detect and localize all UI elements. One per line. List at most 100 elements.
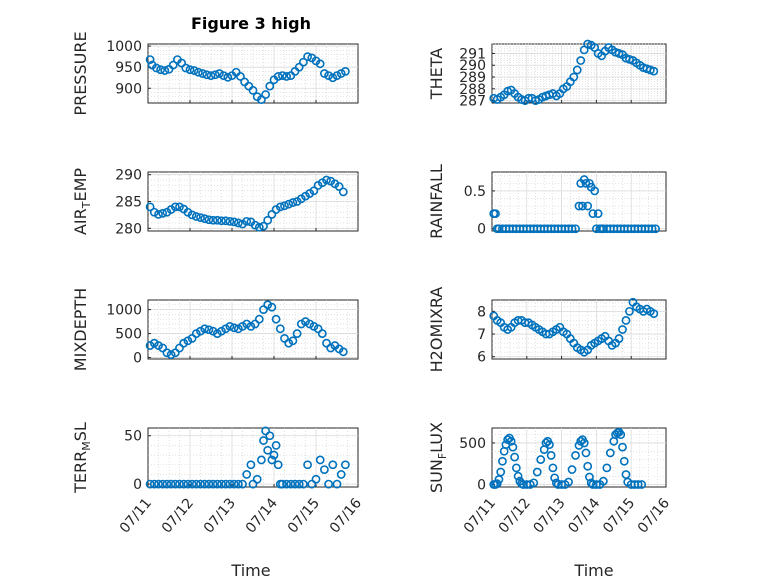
y-tick-label: 0 <box>477 478 486 494</box>
data-point <box>189 66 199 75</box>
data-point <box>651 224 660 234</box>
y-tick-label: 0 <box>133 477 142 493</box>
y-tick-label: 950 <box>115 60 142 76</box>
data-point <box>508 442 518 452</box>
data-point <box>319 465 329 474</box>
data-point <box>252 474 262 484</box>
data-point <box>250 220 260 230</box>
data-point <box>618 325 627 334</box>
data-point <box>261 90 270 99</box>
data-point <box>217 479 226 489</box>
data-point <box>273 460 283 470</box>
y-tick-label: 290 <box>115 168 142 184</box>
y-axis-label: TERRMSL <box>71 422 93 494</box>
data-point <box>315 59 325 69</box>
data-point <box>242 470 252 479</box>
data-point <box>210 70 220 80</box>
data-point <box>280 201 289 211</box>
data-point <box>340 460 350 470</box>
data-point <box>225 479 235 489</box>
data-point <box>550 473 560 483</box>
data-point <box>277 71 287 81</box>
data-point <box>332 479 342 489</box>
data-point <box>605 448 615 458</box>
data-point <box>179 479 189 489</box>
y-axis-label: MIXDEPTH <box>71 288 90 371</box>
data-point <box>529 478 539 488</box>
x-axis-label-right: Time <box>573 561 613 580</box>
data-point <box>151 63 161 73</box>
data-point <box>637 480 647 489</box>
x-axis-label-left: Time <box>230 561 270 580</box>
data-point <box>145 55 155 64</box>
data-point <box>571 451 580 460</box>
panel-mixdepth: 0 500 1000 MIXDEPTH <box>71 288 359 371</box>
y-tick-label: 288 <box>459 82 486 98</box>
data-point <box>212 215 222 225</box>
data-point <box>229 323 239 333</box>
data-point <box>219 71 228 81</box>
data-point <box>311 474 321 484</box>
data-point <box>324 479 333 489</box>
data-point <box>235 72 245 81</box>
data-point <box>621 316 631 325</box>
data-point <box>271 441 281 450</box>
data-point <box>592 480 601 489</box>
data-point <box>162 348 172 358</box>
data-point <box>204 215 214 225</box>
data-point <box>511 463 521 473</box>
data-point <box>168 60 178 70</box>
data-point <box>145 202 155 212</box>
data-point <box>183 479 193 489</box>
data-point <box>545 440 554 450</box>
data-point <box>277 479 287 489</box>
data-point <box>254 222 264 232</box>
y-tick-label: 0 <box>133 351 142 367</box>
panel-pressure: 900 950 1000 PRESSURE <box>71 31 359 116</box>
data-point <box>267 302 277 312</box>
data-point <box>513 471 523 481</box>
data-point <box>170 479 180 489</box>
data-point <box>212 479 222 489</box>
data-point <box>275 324 285 334</box>
y-axis-label: THETA <box>427 48 446 100</box>
data-point <box>579 438 589 448</box>
y-tick-label: 280 <box>115 221 142 237</box>
data-point <box>336 470 346 479</box>
data-point <box>162 479 172 489</box>
y-axis-label: RAINFALL <box>427 164 446 239</box>
data-point <box>303 52 312 62</box>
data-point <box>282 479 291 489</box>
data-point <box>185 65 195 75</box>
data-point <box>214 69 224 78</box>
data-point <box>298 57 308 67</box>
data-point <box>217 216 226 226</box>
data-point <box>338 187 348 197</box>
data-point <box>200 214 210 224</box>
data-point <box>567 465 577 474</box>
data-point <box>204 479 214 489</box>
data-point <box>196 213 205 222</box>
data-point <box>309 186 319 196</box>
data-point <box>625 306 634 316</box>
data-point <box>271 314 281 324</box>
data-point <box>315 455 325 465</box>
data-point <box>200 324 210 334</box>
data-point <box>578 201 587 211</box>
data-point <box>166 479 176 489</box>
data-point <box>491 209 500 219</box>
data-point <box>233 218 243 228</box>
data-point <box>248 85 258 95</box>
data-point <box>263 445 273 455</box>
data-point <box>576 56 586 65</box>
data-point <box>532 467 542 477</box>
data-point <box>598 476 608 486</box>
data-point <box>649 66 659 76</box>
y-tick-label: 289 <box>459 70 486 86</box>
data-point <box>298 479 308 489</box>
data-point <box>492 479 502 489</box>
data-point <box>246 460 256 470</box>
data-point <box>267 455 277 465</box>
data-point <box>328 73 338 83</box>
